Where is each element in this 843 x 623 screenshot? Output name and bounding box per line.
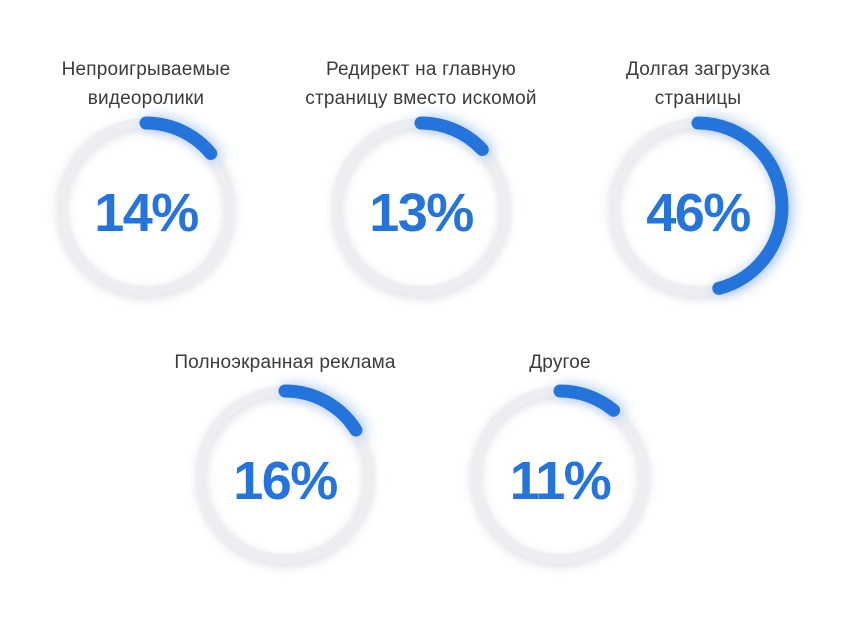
donut-chart: 46% — [603, 112, 793, 302]
chart-label: Редирект на главную страницу вместо иско… — [305, 59, 537, 109]
donut-chart: 14% — [51, 112, 241, 302]
percent-value: 16% — [233, 451, 338, 511]
donut-ring-svg — [469, 384, 651, 566]
donut-ring-svg — [194, 384, 376, 566]
chart-label: Непроигрываемые видеоролики — [61, 59, 231, 109]
donut-ring-svg — [607, 116, 789, 298]
donut-chart-card-unplayable-videos: Непроигрываемые видеоролики 14% — [0, 50, 296, 298]
donut-progress-arc — [469, 384, 651, 566]
donut-chart: 16% — [190, 380, 380, 570]
chart-label: Другое — [529, 352, 591, 373]
donut-progress-arc — [607, 116, 789, 298]
percent-value: 46% — [646, 183, 751, 243]
donut-chart-card-redirect: Редирект на главную страницу вместо иско… — [271, 50, 571, 298]
donut-ring-svg — [55, 116, 237, 298]
donut-progress-arc — [55, 116, 237, 298]
donut-chart: 13% — [326, 112, 516, 302]
donut-chart-card-slow-loading: Долгая загрузка страницы 46% — [548, 50, 843, 298]
donut-chart: 11% — [465, 380, 655, 570]
percent-value: 14% — [94, 183, 199, 243]
chart-label: Полноэкранная реклама — [174, 352, 396, 373]
donut-ring-svg — [330, 116, 512, 298]
percent-value: 13% — [369, 183, 474, 243]
donut-progress-arc — [330, 116, 512, 298]
percent-value: 11% — [509, 451, 612, 511]
chart-label: Долгая загрузка страницы — [625, 59, 771, 109]
donut-chart-card-other: Другое 11% — [410, 343, 710, 566]
donut-chart-card-fullscreen-ads: Полноэкранная реклама 16% — [135, 343, 435, 566]
donut-progress-arc — [194, 384, 376, 566]
